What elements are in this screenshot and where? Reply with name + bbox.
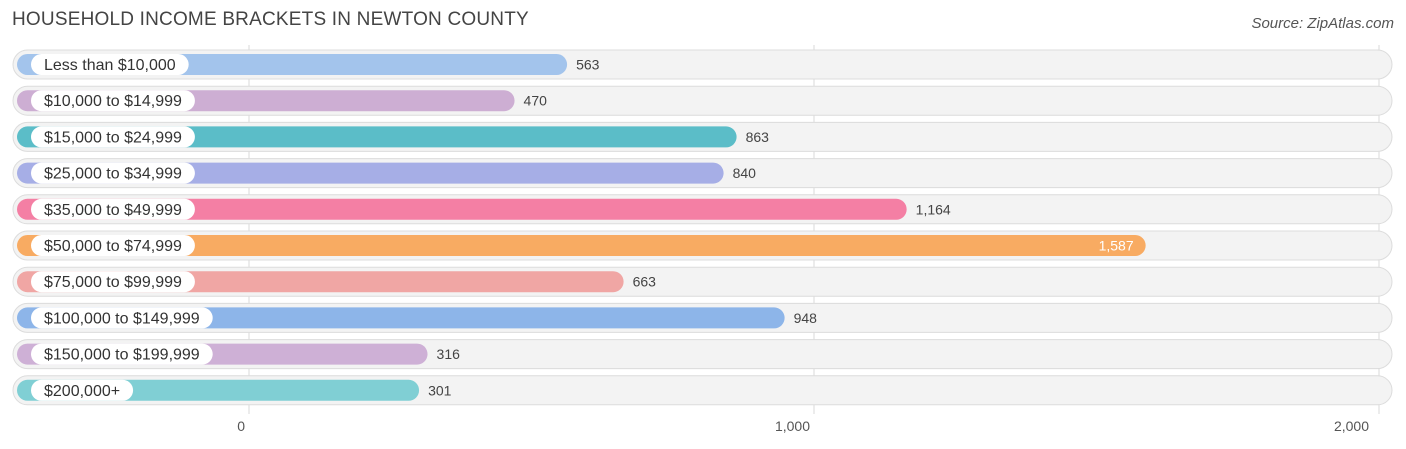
bar[interactable] (17, 198, 907, 220)
category-label: $15,000 to $24,999 (44, 129, 182, 146)
value-label: 948 (794, 310, 818, 326)
category-pill (31, 126, 195, 148)
category-label: Less than $10,000 (44, 57, 176, 74)
value-label: 470 (524, 93, 548, 109)
value-label: 316 (437, 346, 461, 362)
bar-row: $150,000 to $199,999 316 (12, 339, 1393, 370)
bar-row: $75,000 to $99,999 663 (12, 266, 1393, 297)
bar-row: $25,000 to $34,999 840 (12, 158, 1393, 189)
category-pill (31, 379, 134, 401)
x-tick-label: 0 (237, 418, 245, 434)
category-label: $25,000 to $34,999 (44, 166, 182, 183)
value-label: 1,164 (916, 201, 951, 217)
value-label: 563 (576, 57, 600, 73)
category-pill (31, 90, 195, 112)
bar[interactable] (17, 126, 737, 148)
category-label: $75,000 to $99,999 (44, 274, 182, 291)
x-tick-label: 1,000 (775, 418, 810, 434)
x-axis: 0 1,000 2,000 (237, 418, 1369, 434)
category-pill (31, 54, 189, 75)
bar[interactable] (17, 162, 724, 184)
category-pill (31, 271, 195, 293)
bar-row: Less than $10,000 563 (12, 49, 1393, 80)
category-label: $150,000 to $199,999 (44, 347, 200, 364)
category-label: $35,000 to $49,999 (44, 202, 182, 219)
value-label: 863 (746, 129, 770, 145)
chart-title: HOUSEHOLD INCOME BRACKETS IN NEWTON COUN… (12, 9, 529, 30)
category-pill (31, 343, 213, 365)
category-pill (31, 162, 195, 184)
category-label: $100,000 to $149,999 (44, 310, 200, 327)
bar-row: $100,000 to $149,999 948 (12, 302, 1393, 333)
value-label: 1,587 (1099, 238, 1134, 254)
category-label: $200,000+ (44, 383, 120, 400)
bar-rows: Less than $10,000 563 $10,000 to $14,999 47… (12, 49, 1393, 406)
value-label: 301 (428, 382, 452, 398)
bar-row: $35,000 to $49,999 1,164 (12, 194, 1393, 225)
bar[interactable] (17, 235, 1146, 256)
category-pill (31, 235, 195, 256)
chart-source: Source: ZipAtlas.com (1251, 15, 1394, 32)
bar-row: $15,000 to $24,999 863 (12, 121, 1393, 152)
bar-row: $50,000 to $74,999 1,587 (12, 230, 1393, 261)
bar-row: $10,000 to $14,999 470 (12, 85, 1393, 116)
value-label: 663 (633, 274, 657, 290)
category-label: $50,000 to $74,999 (44, 238, 182, 255)
x-tick-label: 2,000 (1334, 418, 1369, 434)
category-pill (31, 198, 195, 220)
value-label: 840 (733, 165, 757, 181)
category-label: $10,000 to $14,999 (44, 93, 182, 110)
bar-row: $200,000+ 301 (12, 375, 1393, 406)
category-pill (31, 307, 213, 329)
